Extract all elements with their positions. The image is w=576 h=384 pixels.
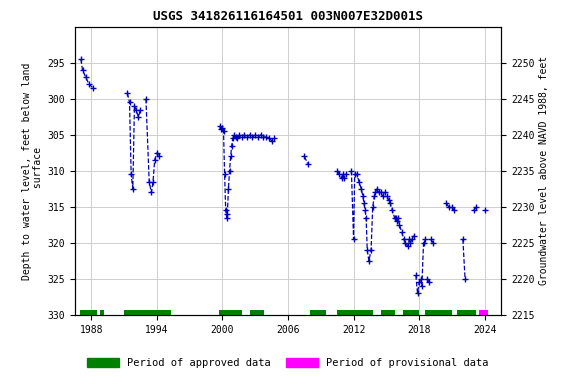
Y-axis label: Depth to water level, feet below land
 surface: Depth to water level, feet below land su…	[22, 62, 43, 280]
Legend: Period of approved data, Period of provisional data: Period of approved data, Period of provi…	[88, 358, 488, 368]
Y-axis label: Groundwater level above NAVD 1988, feet: Groundwater level above NAVD 1988, feet	[539, 56, 548, 285]
Title: USGS 341826116164501 003N007E32D001S: USGS 341826116164501 003N007E32D001S	[153, 10, 423, 23]
